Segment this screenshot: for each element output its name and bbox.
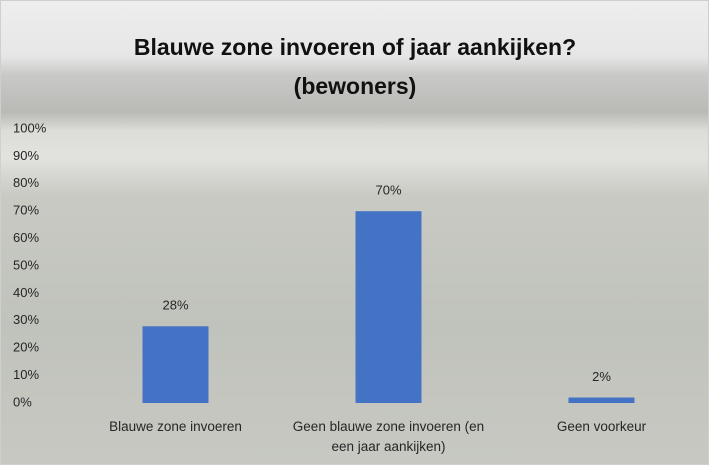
- bar: [569, 398, 635, 403]
- y-tick-label: 90%: [13, 148, 39, 163]
- chart-title: Blauwe zone invoeren of jaar aankijken?: [134, 34, 576, 60]
- chart-title: (bewoners): [294, 73, 417, 99]
- data-label: 70%: [375, 183, 401, 198]
- chart-svg: Blauwe zone invoeren of jaar aankijken? …: [1, 1, 709, 465]
- bar: [356, 211, 422, 403]
- y-tick-label: 20%: [13, 340, 39, 355]
- y-tick-label: 80%: [13, 175, 39, 190]
- data-label: 2%: [592, 369, 611, 384]
- y-tick-label: 60%: [13, 230, 39, 245]
- x-tick-label: Geen voorkeur: [502, 417, 702, 437]
- chart: Blauwe zone invoeren of jaar aankijken? …: [0, 0, 709, 465]
- y-tick-label: 10%: [13, 367, 39, 382]
- y-tick-label: 0%: [13, 394, 32, 409]
- x-tick-label: Geen blauwe zone invoeren (en een jaar a…: [289, 417, 489, 457]
- y-tick-label: 40%: [13, 285, 39, 300]
- y-tick-label: 100%: [13, 120, 47, 135]
- y-tick-label: 50%: [13, 257, 39, 272]
- bar: [143, 326, 209, 403]
- y-tick-label: 30%: [13, 312, 39, 327]
- data-label: 28%: [162, 298, 188, 313]
- x-tick-label: Blauwe zone invoeren: [76, 417, 276, 437]
- y-tick-label: 70%: [13, 203, 39, 218]
